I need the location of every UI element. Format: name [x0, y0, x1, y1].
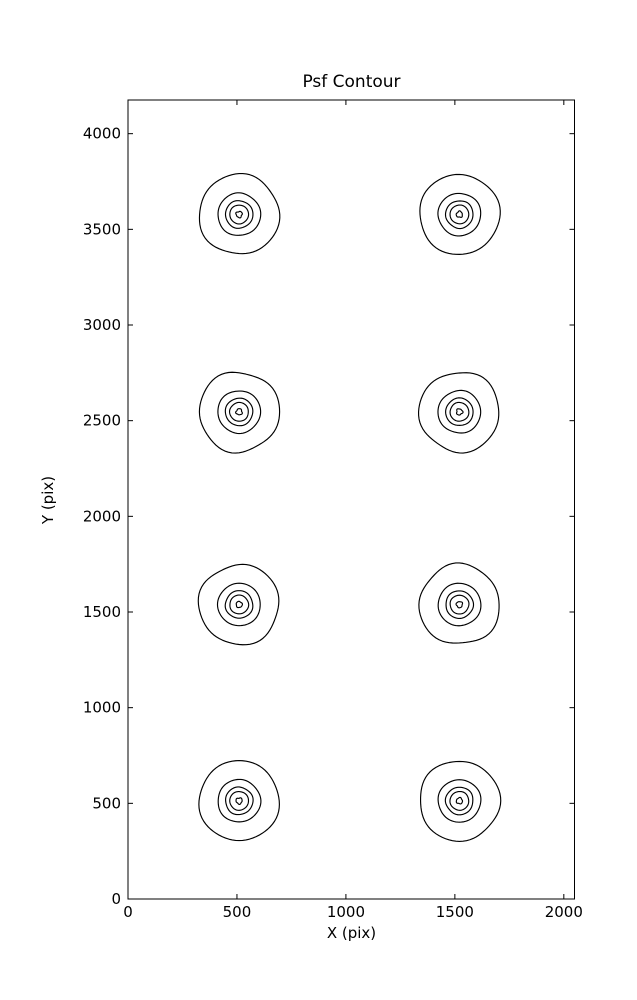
psf-cluster [198, 371, 281, 454]
psf-contour-line [449, 204, 470, 225]
psf-cluster [419, 173, 501, 255]
chart-title: Psf Contour [302, 72, 401, 92]
y-tick-label: 2500 [83, 412, 121, 430]
y-tick-label: 1000 [83, 699, 121, 717]
psf-contour-line [444, 786, 474, 816]
x-tick-label: 500 [223, 903, 252, 921]
psf-cluster [197, 563, 280, 646]
psf-contour-line [455, 796, 464, 805]
y-tick-label: 4000 [83, 125, 121, 143]
y-tick-label: 1500 [83, 603, 121, 621]
psf-contour-line [197, 563, 280, 646]
psf-contour-line [235, 210, 243, 219]
psf-contour-line [224, 397, 254, 427]
x-tick-label: 2000 [545, 903, 583, 921]
psf-contour-line [455, 601, 464, 609]
psf-contour-line [437, 192, 482, 237]
psf-contour-line [216, 582, 261, 627]
psf-contour-line [229, 791, 250, 811]
psf-contour-line [449, 594, 470, 615]
psf-contour-line [437, 582, 482, 627]
psf-contour-line [445, 397, 474, 426]
psf-contour-line [229, 204, 250, 225]
x-tick-label: 1000 [327, 903, 365, 921]
psf-contour-line [235, 408, 243, 416]
psf-contour-line [445, 590, 475, 620]
psf-contour-line [235, 600, 244, 609]
psf-contour-line [198, 371, 281, 454]
psf-cluster [417, 372, 500, 454]
psf-cluster [419, 760, 502, 842]
psf-contour-line [418, 562, 500, 644]
psf-contour-line [229, 594, 250, 615]
psf-contour-line [444, 200, 474, 230]
psf-contour-line [225, 786, 254, 816]
psf-contour-line [224, 590, 254, 619]
y-tick-label: 3500 [83, 220, 121, 238]
psf-contour-line [217, 778, 262, 823]
y-tick-label: 0 [111, 890, 121, 908]
psf-cluster [418, 562, 500, 644]
x-axis-label: X (pix) [326, 924, 377, 942]
psf-contour-line [449, 401, 470, 422]
y-tick-label: 3000 [83, 316, 121, 334]
psf-contour-line [437, 389, 482, 434]
psf-contour-line [217, 390, 262, 435]
psf-contour-line [198, 760, 280, 842]
psf-contour-line [455, 408, 464, 416]
psf-contour-line [217, 192, 262, 236]
psf-contour-line [228, 401, 249, 422]
x-tick-label: 0 [123, 903, 133, 921]
psf-contour-line [198, 172, 281, 255]
psf-contour-line [419, 173, 501, 255]
psf-contour-line [224, 200, 254, 229]
psf-contour-line [419, 760, 502, 842]
psf-contour-line [437, 779, 482, 823]
psf-contour-line [455, 210, 463, 218]
psf-cluster [198, 760, 280, 842]
psf-cluster [198, 172, 281, 255]
y-tick-label: 500 [92, 794, 121, 812]
y-axis-label: Y (pix) [39, 475, 57, 525]
plot-frame [127, 99, 575, 900]
x-tick-label: 1500 [436, 903, 474, 921]
y-tick-label: 2000 [83, 507, 121, 525]
psf-contour-line [449, 790, 470, 811]
psf-contour-line [417, 372, 500, 454]
psf-contour-line [235, 797, 243, 806]
